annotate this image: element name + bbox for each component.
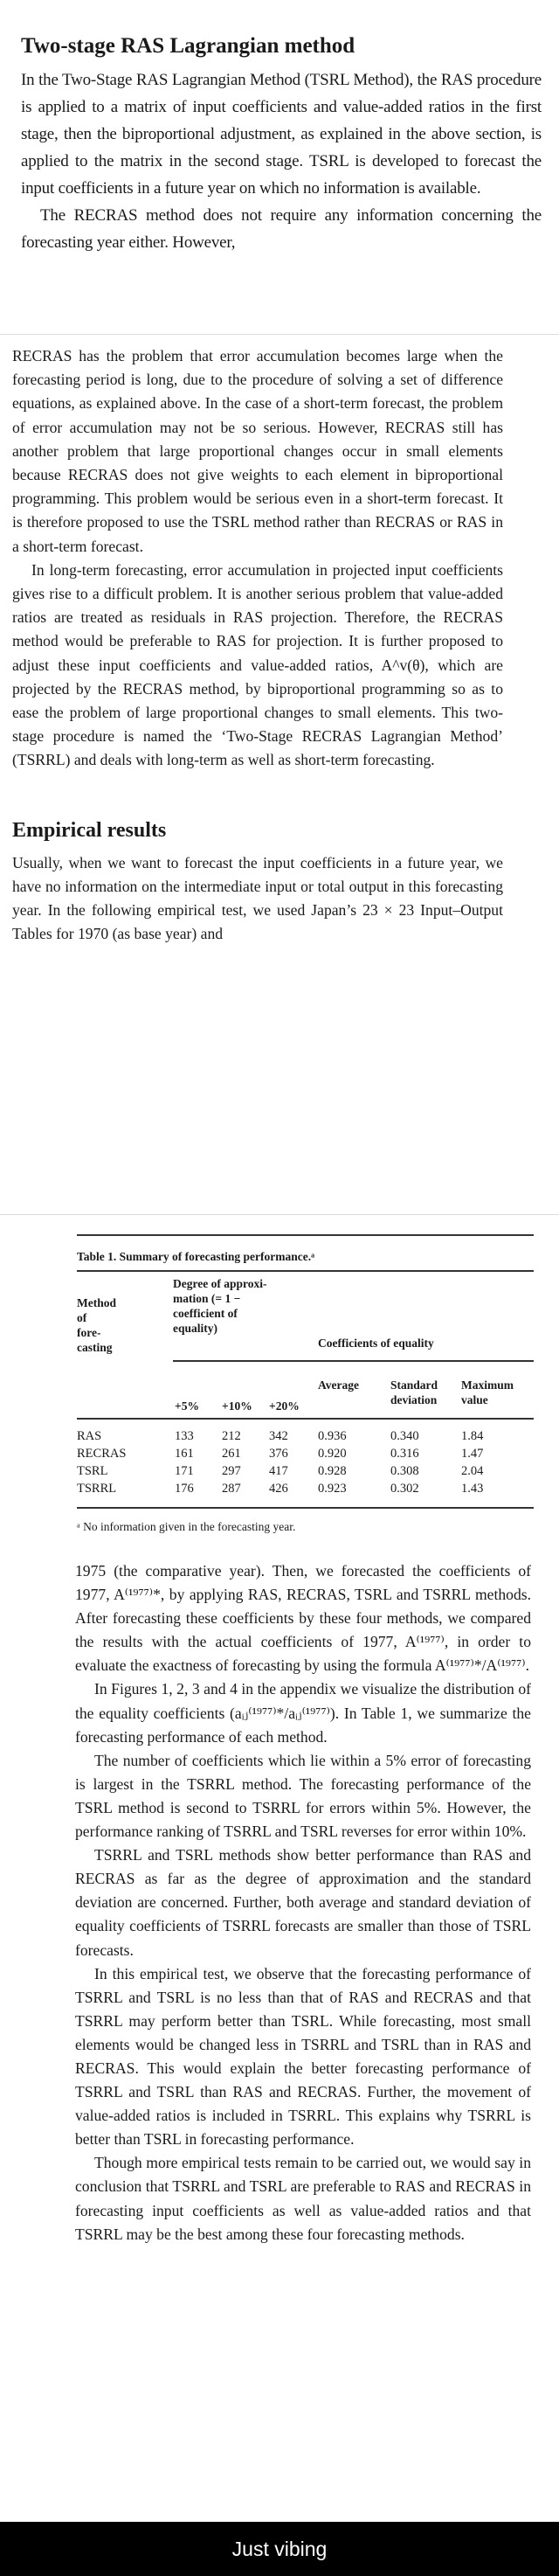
header-line: mation (= 1 −	[173, 1292, 241, 1305]
table-cell: 1.43	[461, 1482, 484, 1496]
header-line: coefficient of	[173, 1307, 238, 1320]
paragraph: 1975 (the comparative year). Then, we fo…	[75, 1562, 531, 1675]
table-cell: RECRAS	[77, 1447, 127, 1461]
header-degree: Degree of approxi- mation (= 1 − coeffic…	[173, 1276, 313, 1336]
header-line: Degree of approxi-	[173, 1277, 267, 1290]
table-footnote: ᵃ No information given in the forecastin…	[77, 1520, 296, 1533]
table-cell: 1.84	[461, 1429, 484, 1443]
header-method: Method of fore- casting	[77, 1295, 164, 1355]
header-line: equality)	[173, 1322, 218, 1335]
header-line: casting	[77, 1341, 113, 1354]
section-two-stage: Two-stage RAS Lagrangian method In the T…	[21, 31, 542, 256]
table-rule	[77, 1270, 534, 1272]
header-5pct: +5%	[175, 1399, 199, 1413]
table-rule	[173, 1360, 534, 1362]
table-cell: 287	[222, 1482, 241, 1496]
section-heading: Empirical results	[12, 818, 167, 842]
table-cell: 171	[175, 1464, 194, 1478]
table-cell: 0.308	[390, 1464, 419, 1478]
section-results: 1975 (the comparative year). Then, we fo…	[75, 1559, 531, 2246]
paragraph: In Figures 1, 2, 3 and 4 in the appendix…	[75, 1680, 531, 1746]
table-cell: 0.936	[318, 1429, 347, 1443]
table-cell: 133	[175, 1429, 194, 1443]
header-20pct: +20%	[269, 1399, 300, 1413]
header-std: Standard deviation	[390, 1378, 438, 1406]
table-rule	[77, 1507, 534, 1509]
table-cell: 297	[222, 1464, 241, 1478]
header-line: fore-	[77, 1326, 101, 1339]
paragraph: TSRRL and TSRL methods show better perfo…	[75, 1846, 531, 1959]
header-10pct: +10%	[222, 1399, 252, 1413]
table-caption: Table 1. Summary of forecasting performa…	[77, 1250, 315, 1263]
section-heading: Two-stage RAS Lagrangian method	[21, 34, 355, 58]
header-average: Average	[318, 1378, 359, 1392]
table-cell: 376	[269, 1447, 288, 1461]
table-cell: 0.316	[390, 1447, 419, 1461]
section-recras: RECRAS has the problem that error accumu…	[12, 344, 503, 946]
table-cell: 1.47	[461, 1447, 484, 1461]
table-cell: 2.04	[461, 1464, 484, 1478]
header-line: Method	[77, 1296, 116, 1309]
table-cell: 0.928	[318, 1464, 347, 1478]
paragraph: In long-term forecasting, error accumula…	[12, 560, 503, 769]
table-cell: RAS	[77, 1429, 102, 1443]
table-cell: TSRL	[77, 1464, 108, 1478]
table-cell: 0.302	[390, 1482, 419, 1496]
table-cell: 176	[175, 1482, 194, 1496]
divider	[0, 334, 559, 335]
table-cell: 342	[269, 1429, 288, 1443]
paragraph: Though more empirical tests remain to be…	[75, 2154, 531, 2243]
header-max: Maximum value	[461, 1378, 514, 1406]
table-cell: 426	[269, 1482, 288, 1496]
table-cell: 161	[175, 1447, 194, 1461]
divider	[0, 1214, 559, 1215]
table-cell: 0.340	[390, 1429, 419, 1443]
paragraph: The RECRAS method does not require any i…	[21, 206, 542, 252]
table-rule	[77, 1234, 534, 1236]
caption-text: Just vibing	[231, 2537, 328, 2560]
table-cell: 212	[222, 1429, 241, 1443]
paragraph: In this empirical test, we observe that …	[75, 1964, 531, 2149]
caption-bar: Just vibing	[0, 2522, 559, 2576]
paragraph: RECRAS has the problem that error accumu…	[12, 347, 503, 555]
paragraph: Usually, when we want to forecast the in…	[12, 853, 503, 943]
table-cell: 0.923	[318, 1482, 347, 1496]
table-cell: 0.920	[318, 1447, 347, 1461]
paragraph: In the Two-Stage RAS Lagrangian Method (…	[21, 71, 542, 198]
header-coefficients: Coefficients of equality	[318, 1337, 434, 1350]
table-cell: 417	[269, 1464, 288, 1478]
table-cell: TSRRL	[77, 1482, 117, 1496]
table-cell: 261	[222, 1447, 241, 1461]
table-rule	[77, 1418, 534, 1420]
paragraph: The number of coefficients which lie wit…	[75, 1751, 531, 1841]
header-line: of	[77, 1311, 87, 1324]
